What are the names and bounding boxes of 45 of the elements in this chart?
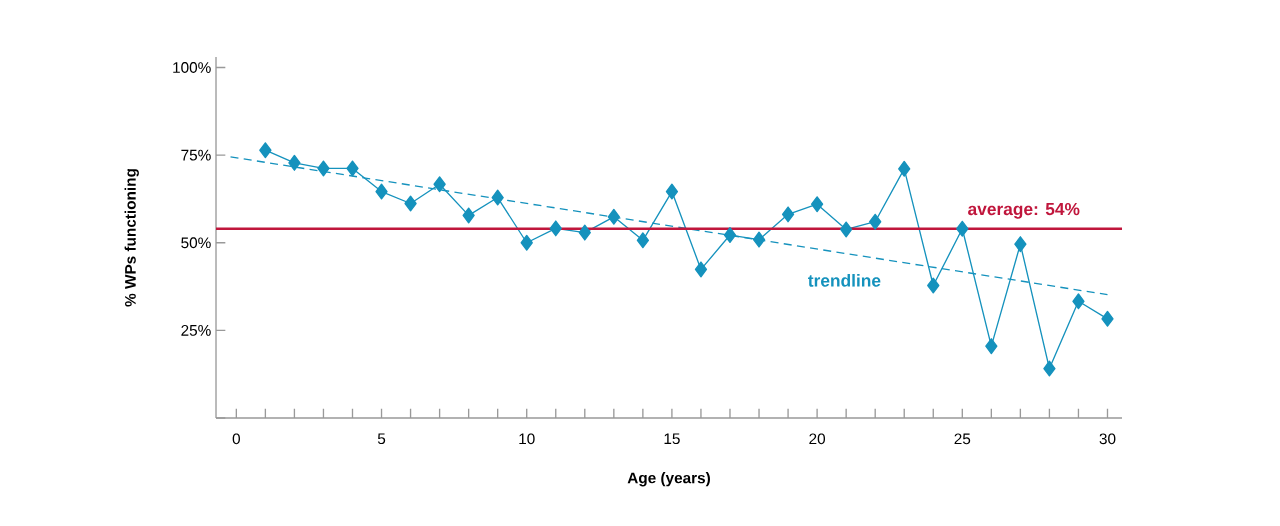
x-tick-label: 25	[954, 433, 971, 445]
point	[694, 261, 708, 278]
x-tick-label: 0	[232, 433, 240, 445]
point	[549, 220, 562, 237]
point	[723, 227, 737, 244]
point	[491, 189, 504, 206]
x-tick-label: 20	[809, 433, 826, 445]
point	[259, 142, 272, 159]
point	[839, 221, 853, 238]
point	[985, 338, 998, 355]
y-axis-title: % WPs functioning	[124, 169, 139, 307]
x-tick-label: 10	[519, 433, 535, 445]
y-tick-label: 100%	[173, 62, 211, 73]
point	[346, 160, 359, 177]
point	[1043, 360, 1056, 377]
point	[433, 176, 446, 193]
point	[752, 231, 766, 248]
ref-line-label: average: 54%	[968, 202, 1080, 219]
point	[462, 207, 475, 224]
point	[781, 206, 795, 223]
point	[810, 196, 824, 213]
point	[869, 213, 882, 230]
point	[1101, 310, 1114, 327]
point	[956, 220, 969, 237]
y-tick-label: 25%	[181, 324, 211, 336]
point	[578, 224, 591, 241]
series-label: trendline	[808, 274, 881, 287]
point	[636, 232, 650, 249]
y-tick-label: 50%	[181, 237, 211, 249]
x-tick-label: 15	[664, 433, 680, 445]
point	[607, 208, 621, 225]
point	[665, 183, 679, 200]
x-tick-label: 5	[377, 433, 386, 445]
point	[1014, 236, 1027, 253]
point	[520, 234, 533, 251]
point	[404, 195, 417, 212]
x-tick-label: 30	[1099, 433, 1116, 445]
point	[375, 183, 388, 200]
point	[927, 277, 940, 294]
x-axis-title: Age (years)	[627, 472, 710, 487]
point	[288, 154, 301, 171]
point	[1072, 293, 1085, 310]
point	[898, 160, 911, 177]
y-tick-label: 75%	[181, 149, 211, 161]
point	[317, 160, 330, 177]
